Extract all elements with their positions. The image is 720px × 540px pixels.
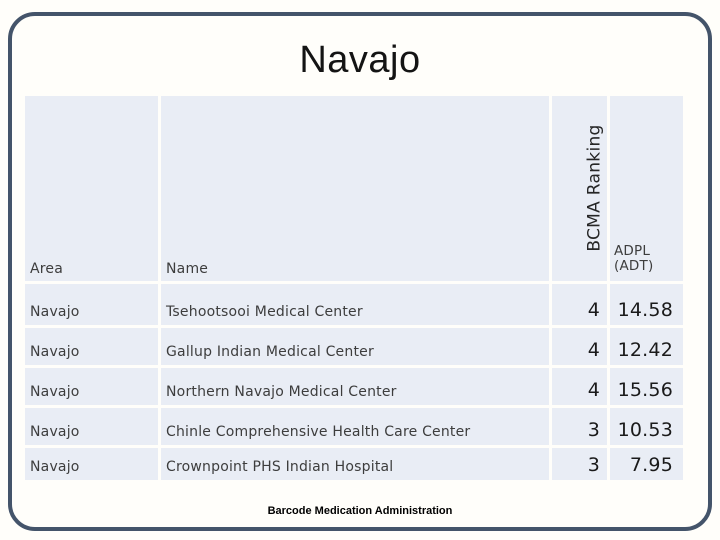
column-header-bcma-ranking: BCMA Ranking [552, 96, 607, 281]
table-row-4-area: Navajo [25, 408, 158, 445]
column-header-adpl-line2: (ADT) [614, 258, 654, 275]
facility-table: Area Name BCMA Ranking ADPL (ADT) Navajo… [25, 96, 683, 480]
table-row-2-adpl-adt: 12.42 [610, 328, 683, 365]
table-row-3-bcma-ranking: 4 [552, 368, 607, 405]
column-header-adpl-line1: ADPL [614, 242, 651, 259]
column-header-adpl-adt: ADPL (ADT) [610, 96, 683, 281]
slide-footer: Barcode Medication Administration [267, 505, 453, 517]
table-row-3-adpl-adt: 15.56 [610, 368, 683, 405]
table-row-4-bcma-ranking: 3 [552, 408, 607, 445]
table-row-2-area: Navajo [25, 328, 158, 365]
table-row-5-area: Navajo [25, 448, 158, 480]
table-row-1-area: Navajo [25, 284, 158, 325]
column-header-name-label: Name [166, 260, 209, 277]
table-row-4-name: Chinle Comprehensive Health Care Center [161, 408, 549, 445]
table-row-1-adpl-adt: 14.58 [610, 284, 683, 325]
table-row-4-adpl-adt: 10.53 [610, 408, 683, 445]
column-header-name: Name [161, 96, 549, 281]
table-row-2-name: Gallup Indian Medical Center [161, 328, 549, 365]
slide-border [8, 12, 712, 531]
column-header-bcma-ranking-label: BCMA Ranking [584, 124, 605, 252]
table-row-5-name: Crownpoint PHS Indian Hospital [161, 448, 549, 480]
table-row-1-bcma-ranking: 4 [552, 284, 607, 325]
table-row-5-adpl-adt: 7.95 [610, 448, 683, 480]
table-row-3-name: Northern Navajo Medical Center [161, 368, 549, 405]
table-row-1-name: Tsehootsooi Medical Center [161, 284, 549, 325]
page-title: Navajo [299, 39, 421, 81]
table-row-3-area: Navajo [25, 368, 158, 405]
column-header-area-label: Area [30, 260, 64, 277]
column-header-area: Area [25, 96, 158, 281]
table-row-5-bcma-ranking: 3 [552, 448, 607, 480]
table-row-2-bcma-ranking: 4 [552, 328, 607, 365]
